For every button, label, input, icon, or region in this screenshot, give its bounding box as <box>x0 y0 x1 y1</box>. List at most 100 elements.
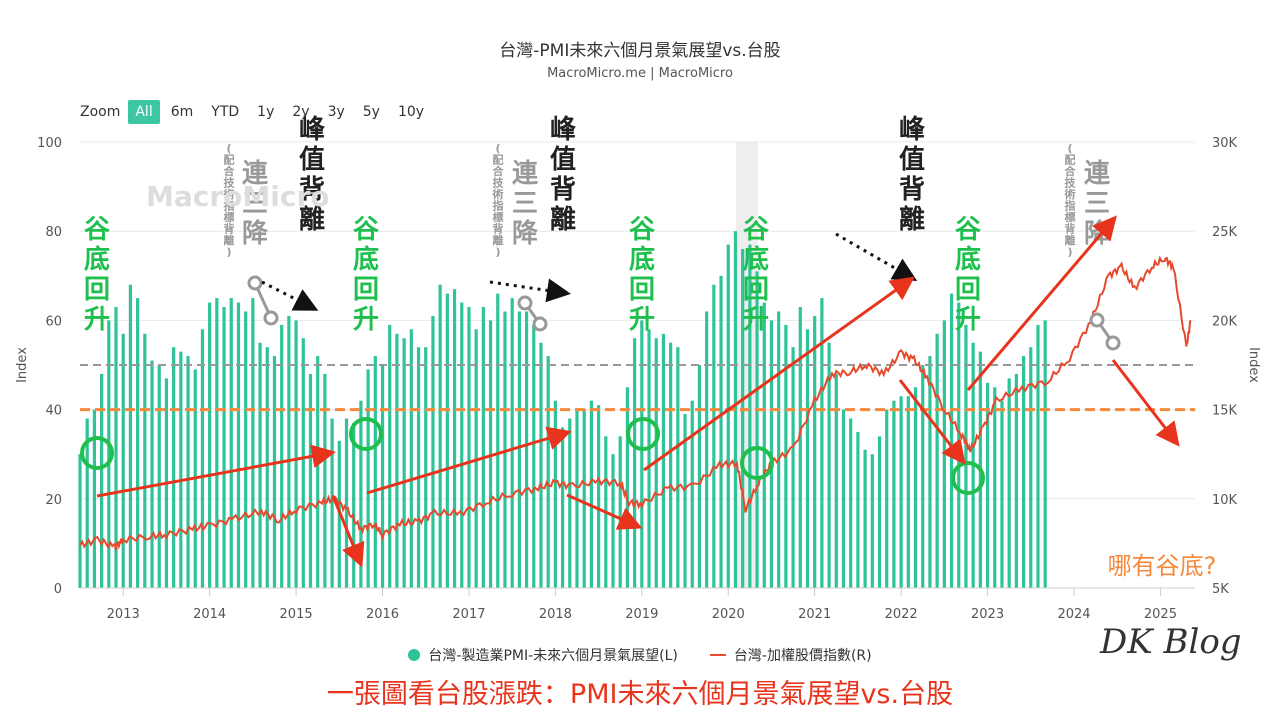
pmi-bar[interactable] <box>316 356 319 588</box>
pmi-bar[interactable] <box>323 374 326 588</box>
pmi-bar[interactable] <box>763 303 766 588</box>
pmi-bar[interactable] <box>374 356 377 588</box>
pmi-bar[interactable] <box>777 311 780 588</box>
pmi-bar[interactable] <box>619 436 622 588</box>
pmi-bar[interactable] <box>597 405 600 588</box>
pmi-bar[interactable] <box>122 334 125 588</box>
pmi-bar[interactable] <box>208 303 211 588</box>
pmi-bar[interactable] <box>993 387 996 588</box>
pmi-bar[interactable] <box>1015 374 1018 588</box>
pmi-bar[interactable] <box>511 298 514 588</box>
pmi-bar[interactable] <box>928 356 931 588</box>
pmi-bar[interactable] <box>914 387 917 588</box>
pmi-bar[interactable] <box>525 311 528 588</box>
pmi-bar[interactable] <box>417 347 420 588</box>
pmi-bar[interactable] <box>446 294 449 588</box>
pmi-bar[interactable] <box>950 294 953 588</box>
pmi-bar[interactable] <box>835 374 838 588</box>
pmi-bar[interactable] <box>705 311 708 588</box>
pmi-bar[interactable] <box>698 365 701 588</box>
pmi-bar[interactable] <box>662 334 665 588</box>
pmi-bar[interactable] <box>727 245 730 588</box>
pmi-bar[interactable] <box>561 427 564 588</box>
pmi-bar[interactable] <box>345 419 348 588</box>
pmi-bar[interactable] <box>100 374 103 588</box>
pmi-bar[interactable] <box>806 329 809 588</box>
pmi-bar[interactable] <box>467 307 470 588</box>
pmi-bar[interactable] <box>590 401 593 588</box>
pmi-bar[interactable] <box>647 329 650 588</box>
pmi-bar[interactable] <box>539 343 542 588</box>
pmi-bar[interactable] <box>849 419 852 588</box>
pmi-bar[interactable] <box>640 320 643 588</box>
pmi-bar[interactable] <box>892 401 895 588</box>
pmi-bar[interactable] <box>611 454 614 588</box>
pmi-bar[interactable] <box>900 396 903 588</box>
pmi-bar[interactable] <box>496 294 499 588</box>
pmi-bar[interactable] <box>266 347 269 588</box>
pmi-bar[interactable] <box>294 320 297 588</box>
pmi-bar[interactable] <box>172 347 175 588</box>
pmi-bar[interactable] <box>179 352 182 588</box>
pmi-bar[interactable] <box>129 285 132 588</box>
pmi-bar[interactable] <box>230 298 233 588</box>
pmi-bar[interactable] <box>482 307 485 588</box>
pmi-bar[interactable] <box>201 329 204 588</box>
pmi-bar[interactable] <box>921 365 924 588</box>
pmi-bar[interactable] <box>676 347 679 588</box>
pmi-bar[interactable] <box>186 356 189 588</box>
pmi-bar[interactable] <box>791 347 794 588</box>
pmi-bar[interactable] <box>871 454 874 588</box>
pmi-bar[interactable] <box>388 325 391 588</box>
legend-item-pmi[interactable]: 台灣-製造業PMI-未來六個月景氣展望(L) <box>408 645 677 665</box>
pmi-bar[interactable] <box>302 338 305 588</box>
pmi-bar[interactable] <box>403 338 406 588</box>
pmi-bar[interactable] <box>215 298 218 588</box>
pmi-bar[interactable] <box>626 387 629 588</box>
pmi-bar[interactable] <box>1044 320 1047 588</box>
pmi-bar[interactable] <box>287 316 290 588</box>
pmi-bar[interactable] <box>719 276 722 588</box>
pmi-bar[interactable] <box>309 374 312 588</box>
pmi-bar[interactable] <box>878 436 881 588</box>
pmi-bar[interactable] <box>136 298 139 588</box>
pmi-bar[interactable] <box>864 450 867 588</box>
pmi-bar[interactable] <box>330 419 333 588</box>
pmi-bar[interactable] <box>799 307 802 588</box>
pmi-bar[interactable] <box>518 311 521 588</box>
legend-item-taiex[interactable]: 台灣-加權股價指數(R) <box>710 645 872 665</box>
pmi-bar[interactable] <box>842 410 845 588</box>
pmi-bar[interactable] <box>583 410 586 588</box>
pmi-bar[interactable] <box>856 432 859 588</box>
pmi-bar[interactable] <box>554 401 557 588</box>
pmi-bar[interactable] <box>943 320 946 588</box>
pmi-bar[interactable] <box>957 303 960 588</box>
pmi-bar[interactable] <box>431 316 434 588</box>
pmi-bar[interactable] <box>143 334 146 588</box>
pmi-bar[interactable] <box>158 365 161 588</box>
pmi-bar[interactable] <box>712 285 715 588</box>
pmi-bar[interactable] <box>936 334 939 588</box>
pmi-bar[interactable] <box>691 401 694 588</box>
pmi-bar[interactable] <box>381 365 384 588</box>
pmi-bar[interactable] <box>410 329 413 588</box>
pmi-bar[interactable] <box>1000 401 1003 588</box>
pmi-bar[interactable] <box>532 325 535 588</box>
pmi-bar[interactable] <box>273 356 276 588</box>
pmi-bar[interactable] <box>367 369 370 588</box>
pmi-bar[interactable] <box>453 289 456 588</box>
pmi-bar[interactable] <box>150 361 153 588</box>
pmi-bar[interactable] <box>222 307 225 588</box>
pmi-bar[interactable] <box>251 298 254 588</box>
pmi-bar[interactable] <box>885 410 888 588</box>
pmi-bar[interactable] <box>78 454 81 588</box>
pmi-bar[interactable] <box>244 311 247 588</box>
pmi-bar[interactable] <box>460 303 463 588</box>
pmi-bar[interactable] <box>395 334 398 588</box>
pmi-bar[interactable] <box>813 316 816 588</box>
pmi-bar[interactable] <box>547 356 550 588</box>
pmi-bar[interactable] <box>907 396 910 588</box>
pmi-bar[interactable] <box>237 303 240 588</box>
pmi-bar[interactable] <box>633 338 636 588</box>
pmi-bar[interactable] <box>424 347 427 588</box>
